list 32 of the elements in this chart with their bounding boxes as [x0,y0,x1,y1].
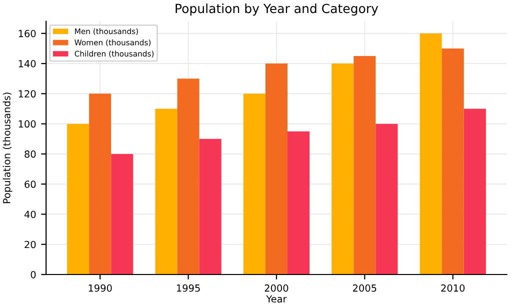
y-tick-label: 0 [30,270,36,278]
bar [288,131,310,274]
bar [155,108,178,274]
x-tick-label: 2010 [441,284,465,292]
y-tick-label: 100 [18,120,36,128]
y-axis-title: Population (thousands) [2,92,12,204]
y-tick-label: 120 [18,90,36,98]
bar [67,124,90,274]
y-tick-label: 140 [18,60,36,68]
x-tick-label: 1995 [176,284,200,292]
bar [354,56,376,274]
bar [332,64,354,274]
y-tick-label: 80 [24,150,36,158]
bar [464,108,486,274]
x-tick-label: 2000 [264,284,288,292]
x-tick-label: 2005 [353,284,376,292]
bar [442,48,464,274]
x-axis-title: Year [266,295,287,303]
bar [199,138,222,274]
y-tick-label: 60 [24,180,36,188]
bar [265,64,288,274]
bar [111,154,134,274]
bar [420,33,442,274]
y-tick-label: 40 [24,210,36,218]
bar [243,94,266,274]
bar [376,124,398,274]
bar [89,94,112,274]
chart-title: Population by Year and Category [176,4,378,16]
y-tick-label: 160 [18,30,36,38]
y-tick-label: 20 [24,240,36,248]
bar [177,78,200,274]
x-tick-label: 1990 [88,284,112,292]
